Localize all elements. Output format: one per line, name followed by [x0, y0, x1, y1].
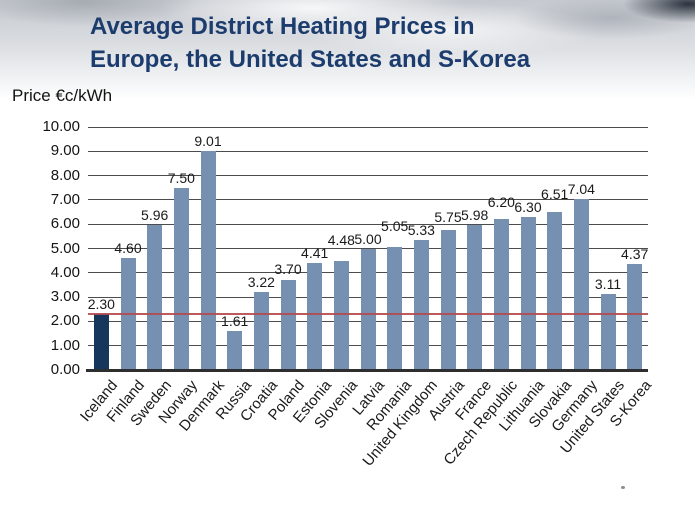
y-axis-unit-label: Price €c/kWh [12, 86, 113, 105]
grid-line [88, 199, 648, 201]
y-tick-label: 4.00 [50, 263, 80, 281]
grid-line [88, 223, 648, 225]
y-tick-label: 6.00 [50, 215, 80, 233]
bar-value-label: 7.04 [567, 180, 595, 197]
bar-romania [387, 247, 403, 370]
bar-value-label: 6.30 [514, 198, 542, 215]
bar-value-label: 4.48 [327, 231, 355, 248]
bar-croatia [253, 291, 269, 370]
bar-united-states [600, 294, 616, 370]
bar-slovakia [547, 211, 563, 370]
y-tick-label: 7.00 [50, 190, 80, 208]
reference-line [88, 313, 648, 316]
y-tick-label: 0.00 [50, 361, 80, 378]
image-speck-artifact [621, 486, 625, 489]
bar-value-label: 6.20 [487, 193, 515, 210]
bar-value-label: 1.61 [221, 312, 249, 329]
y-tick-label: 10.00 [42, 118, 80, 135]
bar-value-label: 9.01 [194, 133, 222, 150]
bar-latvia [360, 248, 376, 370]
bar-slovenia [333, 261, 349, 370]
bar-iceland [93, 314, 109, 370]
bar-france [467, 224, 483, 370]
bar-value-label: 3.22 [247, 273, 275, 290]
bar-value-label: 3.70 [274, 260, 302, 277]
bar-czech-republic [493, 219, 509, 370]
y-tick-label: 2.00 [50, 312, 80, 330]
bar-value-label: 5.00 [354, 230, 382, 247]
grid-line [88, 150, 648, 152]
bar-russia [227, 330, 243, 370]
bar-austria [440, 230, 456, 370]
bar-poland [280, 280, 296, 370]
y-tick-label: 8.00 [50, 166, 80, 184]
y-tick-label: 3.00 [50, 288, 80, 306]
x-axis-line [86, 369, 648, 372]
bar-lithuania [520, 216, 536, 370]
bar-value-label: 4.41 [301, 244, 329, 261]
chart-title-line2: Europe, the United States and S-Korea [90, 46, 531, 73]
bar-norway [173, 187, 189, 370]
bar-value-label: 3.11 [594, 276, 622, 293]
grid-line [88, 175, 648, 177]
y-tick-label: 9.00 [50, 142, 80, 160]
bar-value-label: 4.60 [114, 240, 142, 257]
bar-sweden [147, 225, 163, 370]
y-tick-label: 1.00 [50, 336, 80, 354]
y-tick-label: 5.00 [50, 239, 80, 257]
grid-line [88, 126, 648, 128]
chart-title-line1: Average District Heating Prices in [90, 13, 475, 40]
bar-denmark [200, 151, 216, 370]
bar-value-label: 7.50 [167, 169, 195, 186]
bar-estonia [307, 262, 323, 370]
bar-s-korea [627, 263, 643, 370]
clouds-background-image [0, 0, 695, 100]
bar-value-label: 5.98 [461, 206, 489, 223]
bar-value-label: 5.05 [381, 217, 409, 234]
bar-value-label: 2.30 [87, 296, 115, 313]
bar-value-label: 4.37 [621, 245, 649, 262]
bar-united-kingdom [413, 240, 429, 370]
bar-value-label: 5.33 [407, 222, 435, 239]
bar-value-label: 5.96 [141, 207, 169, 224]
bar-value-label: 5.75 [434, 209, 462, 226]
chart-title: Average District Heating Prices in Europ… [90, 10, 670, 76]
bar-germany [573, 198, 589, 370]
bar-value-label: 6.51 [541, 185, 569, 202]
